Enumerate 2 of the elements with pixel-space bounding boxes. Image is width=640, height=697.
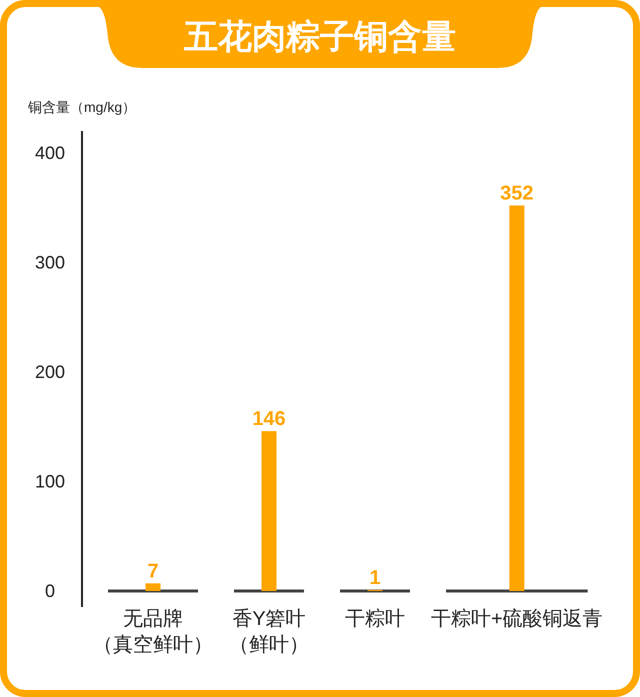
ylabel: 铜含量（mg/kg） bbox=[28, 99, 136, 115]
title: 五花肉粽子铜含量 bbox=[184, 18, 456, 56]
